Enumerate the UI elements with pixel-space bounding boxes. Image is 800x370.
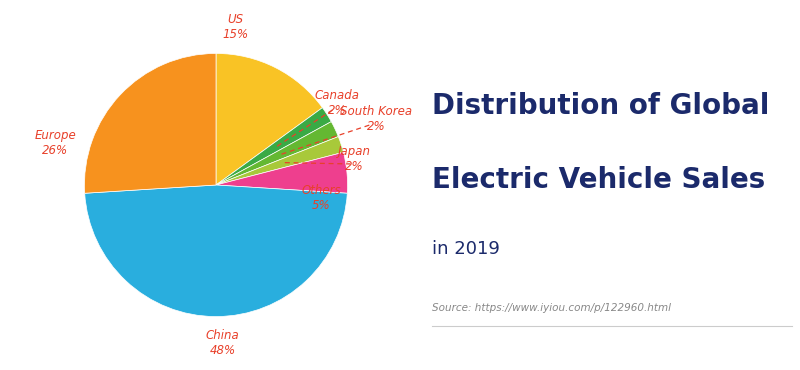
Wedge shape	[216, 152, 347, 193]
Text: Japan
2%: Japan 2%	[338, 145, 370, 173]
Wedge shape	[216, 122, 338, 185]
Wedge shape	[216, 108, 331, 185]
Text: Others
5%: Others 5%	[302, 184, 341, 212]
Text: China
48%: China 48%	[206, 329, 239, 357]
Wedge shape	[216, 53, 322, 185]
Text: Electric Vehicle Sales: Electric Vehicle Sales	[432, 166, 766, 195]
Wedge shape	[85, 185, 347, 317]
Text: Europe
26%: Europe 26%	[34, 129, 76, 157]
Text: in 2019: in 2019	[432, 240, 500, 259]
Wedge shape	[216, 137, 343, 185]
Wedge shape	[85, 53, 216, 193]
Text: Canada
2%: Canada 2%	[314, 90, 359, 117]
Text: US
15%: US 15%	[222, 13, 249, 41]
Text: Distribution of Global: Distribution of Global	[432, 92, 770, 121]
Text: South Korea
2%: South Korea 2%	[341, 105, 413, 133]
Text: Source: https://www.iyiou.com/p/122960.html: Source: https://www.iyiou.com/p/122960.h…	[432, 303, 671, 313]
